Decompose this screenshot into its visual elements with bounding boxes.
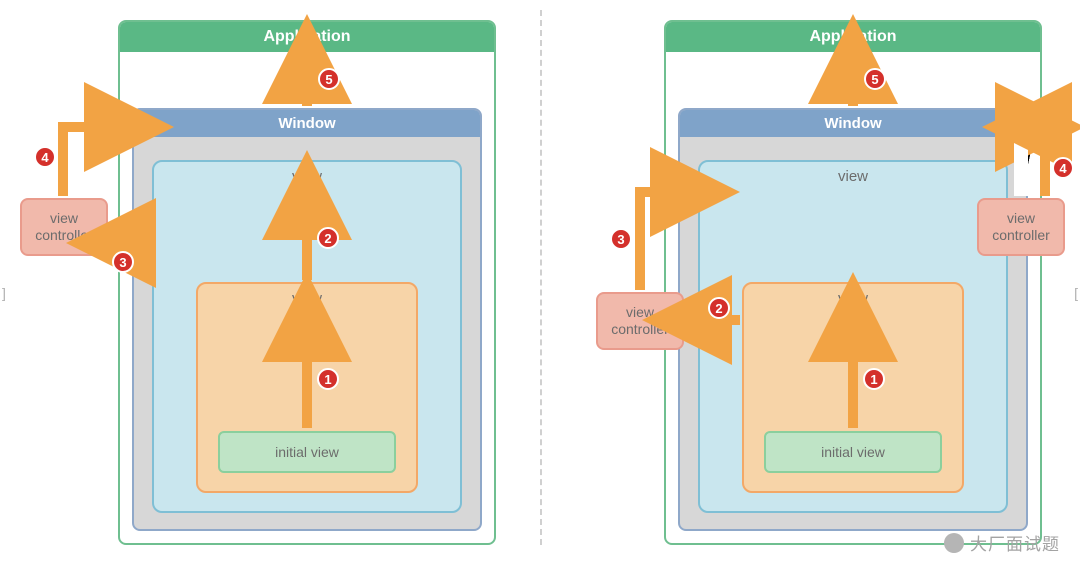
badge-5: 5 bbox=[318, 68, 340, 90]
badge-3: 3 bbox=[112, 251, 134, 273]
badge-r4: 4 bbox=[1052, 157, 1074, 179]
left-panel: Application Window view view initial vie… bbox=[0, 0, 540, 560]
badge-4: 4 bbox=[34, 146, 56, 168]
badge-r1: 1 bbox=[863, 368, 885, 390]
wechat-icon bbox=[944, 533, 964, 553]
badge-r2: 2 bbox=[708, 297, 730, 319]
watermark-text: 大厂面试题 bbox=[970, 530, 1060, 555]
arrows-right-ok bbox=[540, 0, 1080, 560]
badge-r3: 3 bbox=[610, 228, 632, 250]
watermark: 大厂面试题 bbox=[944, 530, 1060, 555]
badge-1: 1 bbox=[317, 368, 339, 390]
right-panel: Application Window view view initial vie… bbox=[540, 0, 1080, 560]
arrows-left bbox=[0, 0, 540, 560]
badge-r5: 5 bbox=[864, 68, 886, 90]
badge-2: 2 bbox=[317, 227, 339, 249]
